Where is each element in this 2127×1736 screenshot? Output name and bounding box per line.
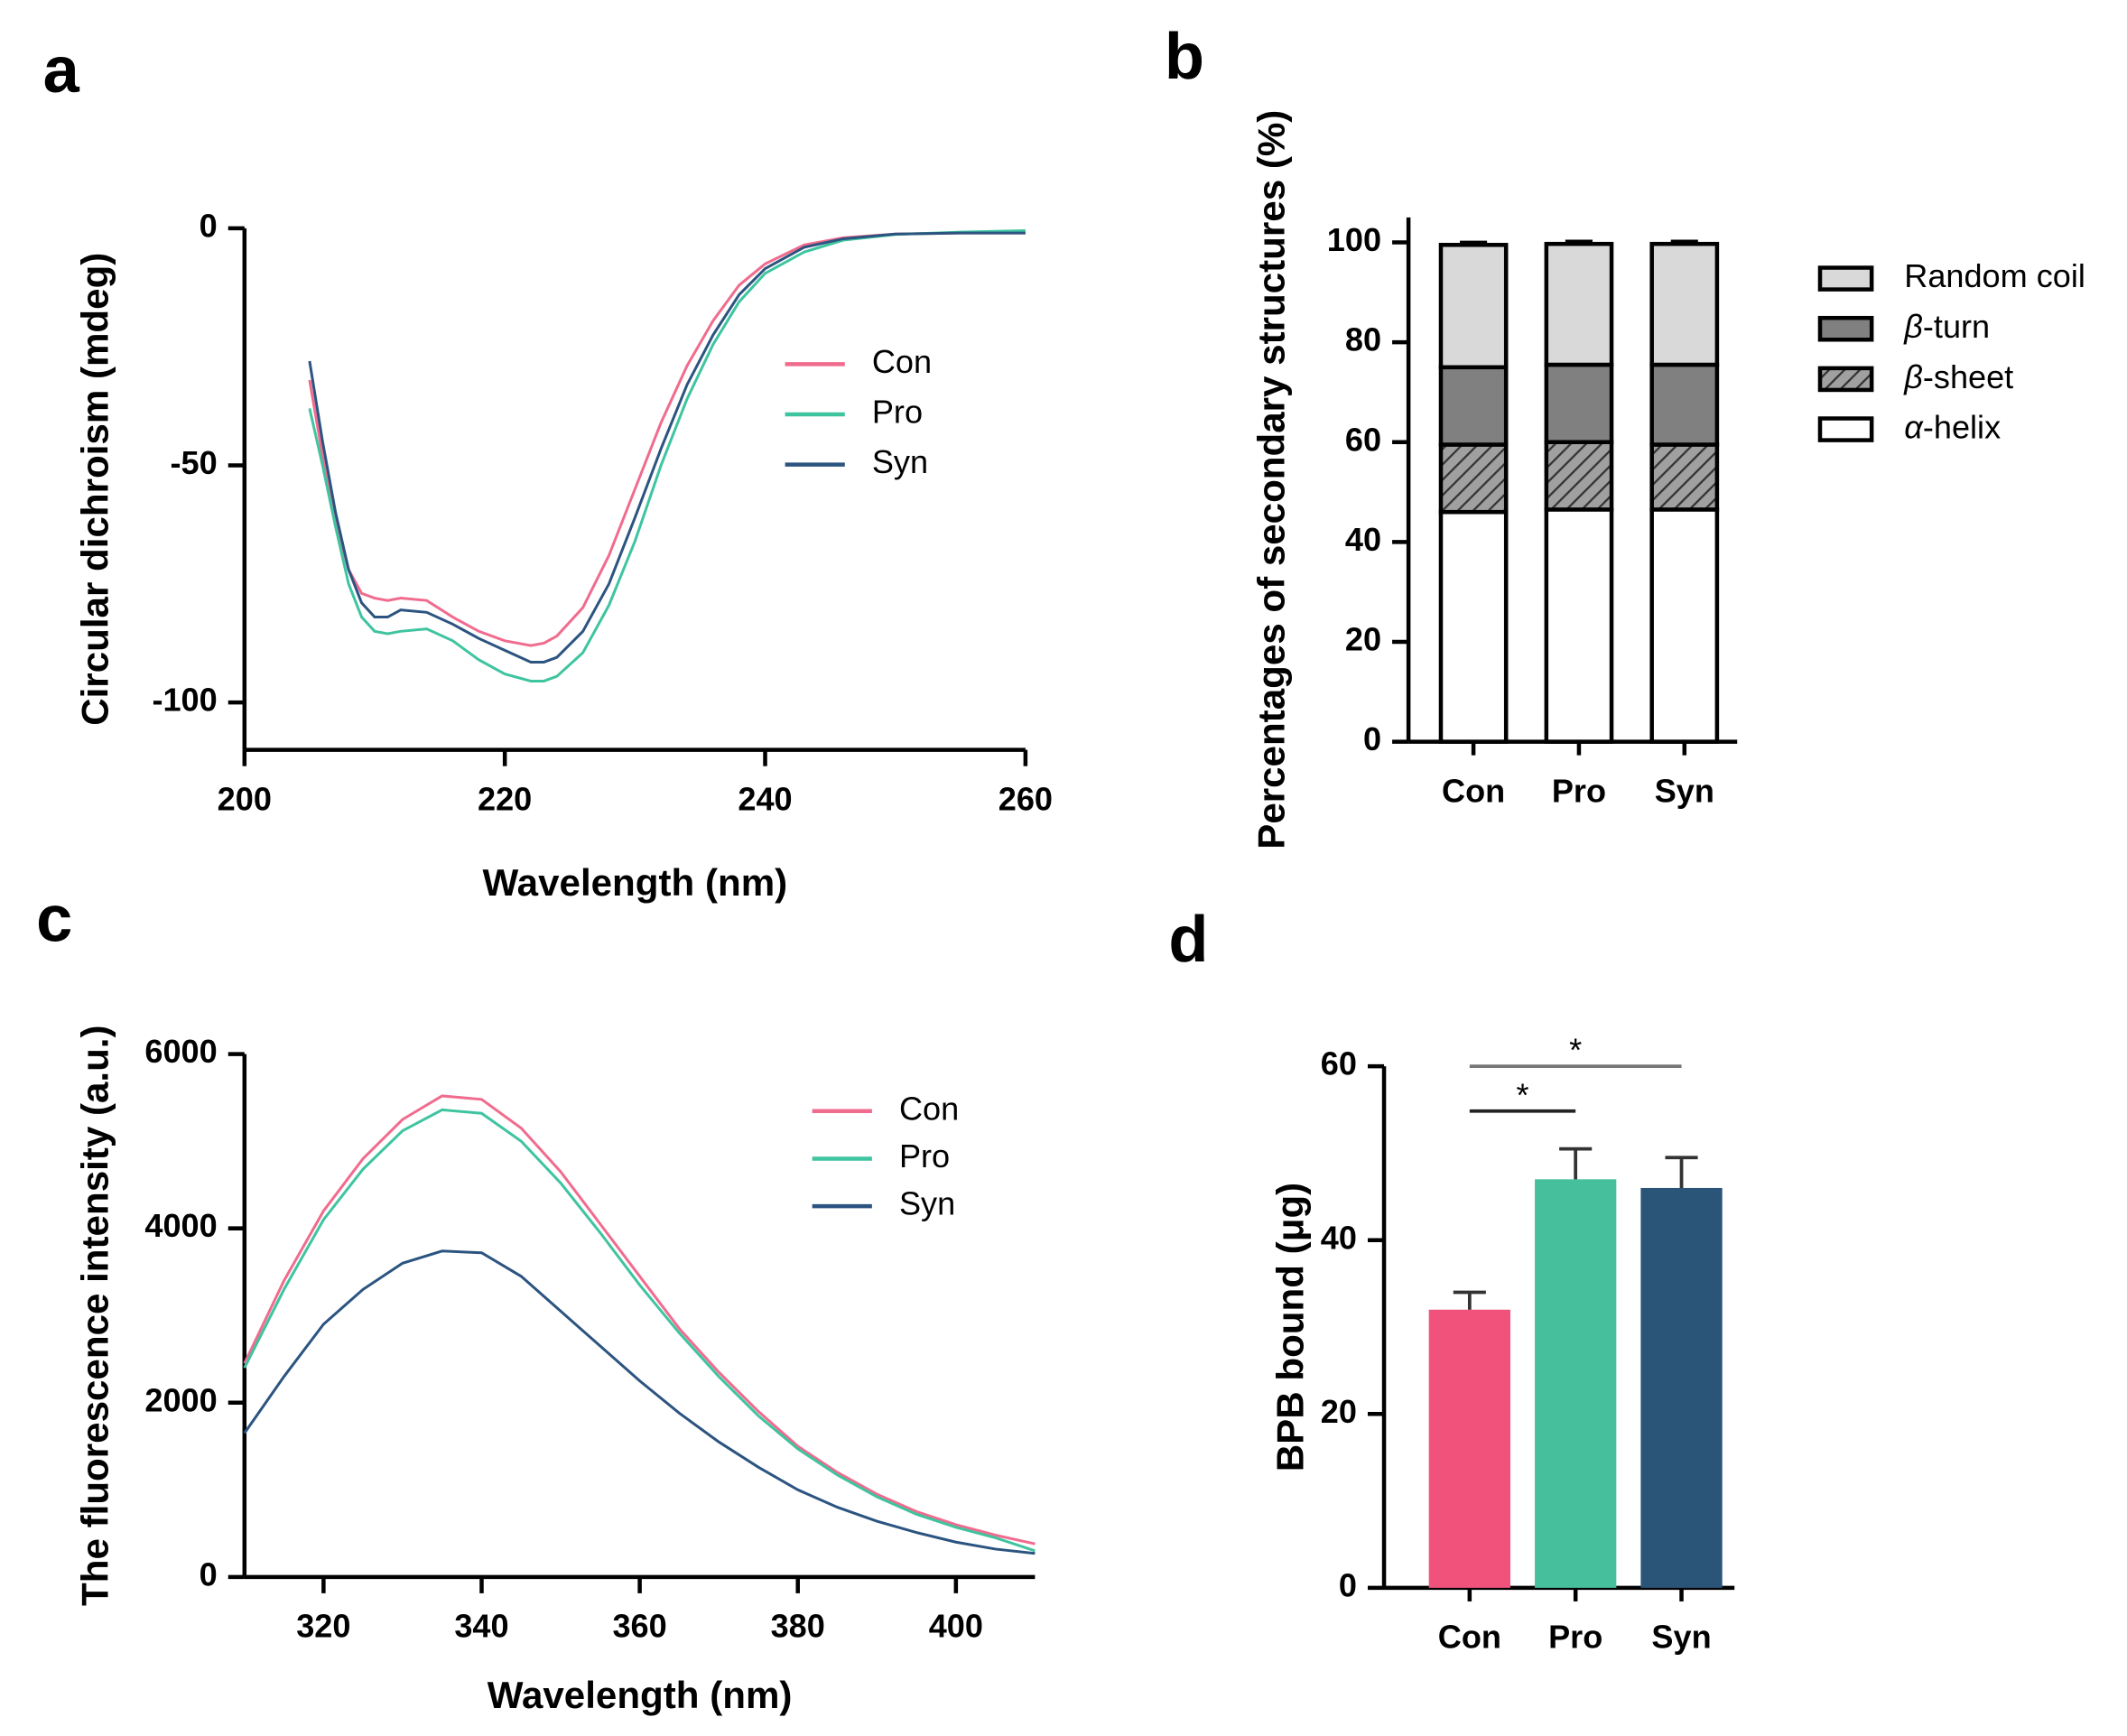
legend-label: β-turn xyxy=(1903,308,1990,345)
error-bar xyxy=(1453,1290,1486,1310)
legend-label: Syn xyxy=(899,1185,955,1222)
legend-swatch xyxy=(1817,366,1874,393)
y-tick-label: 4000 xyxy=(144,1207,217,1244)
y-tick-label: 0 xyxy=(1363,720,1381,757)
legend-label: α-helix xyxy=(1904,408,2001,445)
x-tick-label: 240 xyxy=(738,780,792,817)
bar-segment xyxy=(1438,442,1509,515)
x-tick-label: 340 xyxy=(454,1608,508,1645)
error-bar xyxy=(1665,1156,1698,1188)
line-series xyxy=(243,1108,1036,1553)
y-axis-label: Percentages of secondary structures (%) xyxy=(1249,110,1292,849)
legend-label: Pro xyxy=(899,1137,950,1174)
bar-segment xyxy=(1649,241,1720,367)
line-series xyxy=(243,1249,1036,1555)
y-tick-label: 80 xyxy=(1345,321,1381,358)
y-tick-label: 0 xyxy=(200,207,218,244)
legend-swatch xyxy=(1817,265,1874,292)
legend-label: Pro xyxy=(872,394,923,431)
bar-segment xyxy=(1649,442,1720,512)
y-axis-label: Circular dichroism (mdeg) xyxy=(73,253,116,726)
bar xyxy=(1535,1179,1617,1588)
bar xyxy=(1640,1187,1723,1588)
y-tick-label: -100 xyxy=(152,682,217,719)
x-axis-label: Wavelength (nm) xyxy=(483,861,788,904)
y-axis-label: BPB bound (μg) xyxy=(1268,1183,1311,1471)
significance-label: * xyxy=(1516,1076,1528,1113)
y-tick-label: 20 xyxy=(1345,621,1381,658)
y-axis-label: The fluorescence intensity (a.u.) xyxy=(73,1025,116,1605)
y-tick-label: 100 xyxy=(1327,221,1381,258)
legend-swatch xyxy=(1817,416,1874,442)
bar-segment xyxy=(1438,365,1509,447)
error-bar xyxy=(1565,239,1593,245)
x-tick-label: 220 xyxy=(478,780,532,817)
y-tick-label: 40 xyxy=(1321,1219,1357,1256)
legend-label: Random coil xyxy=(1904,257,2085,294)
x-tick-label: Pro xyxy=(1552,772,1606,809)
legend-label: Syn xyxy=(872,443,928,480)
y-tick-label: 0 xyxy=(200,1555,218,1592)
x-tick-label: 320 xyxy=(296,1608,350,1645)
bar-segment xyxy=(1649,507,1720,744)
x-tick-label: Syn xyxy=(1655,772,1714,809)
bar xyxy=(1428,1309,1510,1588)
y-tick-label: 60 xyxy=(1345,421,1381,458)
y-tick-label: 6000 xyxy=(144,1033,217,1070)
x-tick-label: 380 xyxy=(771,1608,825,1645)
y-tick-label: 40 xyxy=(1345,521,1381,558)
x-tick-label: Syn xyxy=(1651,1619,1711,1656)
line-series xyxy=(308,231,1026,664)
bar-segment xyxy=(1544,507,1614,744)
significance-label: * xyxy=(1569,1032,1582,1069)
x-axis-label: Wavelength (nm) xyxy=(488,1674,793,1716)
y-tick-label: 2000 xyxy=(144,1381,217,1418)
x-tick-label: 360 xyxy=(612,1608,666,1645)
line-series xyxy=(308,229,1026,682)
legend-label: Con xyxy=(899,1090,959,1127)
line-series xyxy=(308,231,1026,647)
legend-label: Con xyxy=(872,343,932,380)
bar-segment xyxy=(1438,243,1509,370)
bar-segment xyxy=(1438,509,1509,744)
x-tick-label: Pro xyxy=(1548,1619,1602,1656)
error-bar xyxy=(1460,240,1488,246)
bar-segment xyxy=(1649,362,1720,447)
legend-swatch xyxy=(1817,315,1874,342)
y-tick-label: 0 xyxy=(1339,1566,1357,1603)
error-bar xyxy=(1670,239,1698,245)
bar-segment xyxy=(1544,362,1614,444)
y-tick-label: -50 xyxy=(171,444,218,481)
bar-segment xyxy=(1544,241,1614,367)
y-tick-label: 60 xyxy=(1321,1045,1357,1082)
panel-label: c xyxy=(36,883,72,955)
error-bar xyxy=(1559,1147,1593,1180)
panel-label: d xyxy=(1168,904,1208,976)
line-series xyxy=(243,1094,1036,1546)
y-tick-label: 20 xyxy=(1321,1393,1357,1430)
x-tick-label: Con xyxy=(1438,1619,1501,1656)
panel-label: a xyxy=(43,34,80,107)
x-tick-label: 200 xyxy=(218,780,272,817)
x-tick-label: Con xyxy=(1442,772,1505,809)
x-tick-label: 400 xyxy=(929,1608,983,1645)
bar-segment xyxy=(1544,440,1614,512)
panel-label: b xyxy=(1165,21,1204,93)
x-tick-label: 260 xyxy=(998,780,1053,817)
legend-label: β-sheet xyxy=(1903,357,2013,395)
